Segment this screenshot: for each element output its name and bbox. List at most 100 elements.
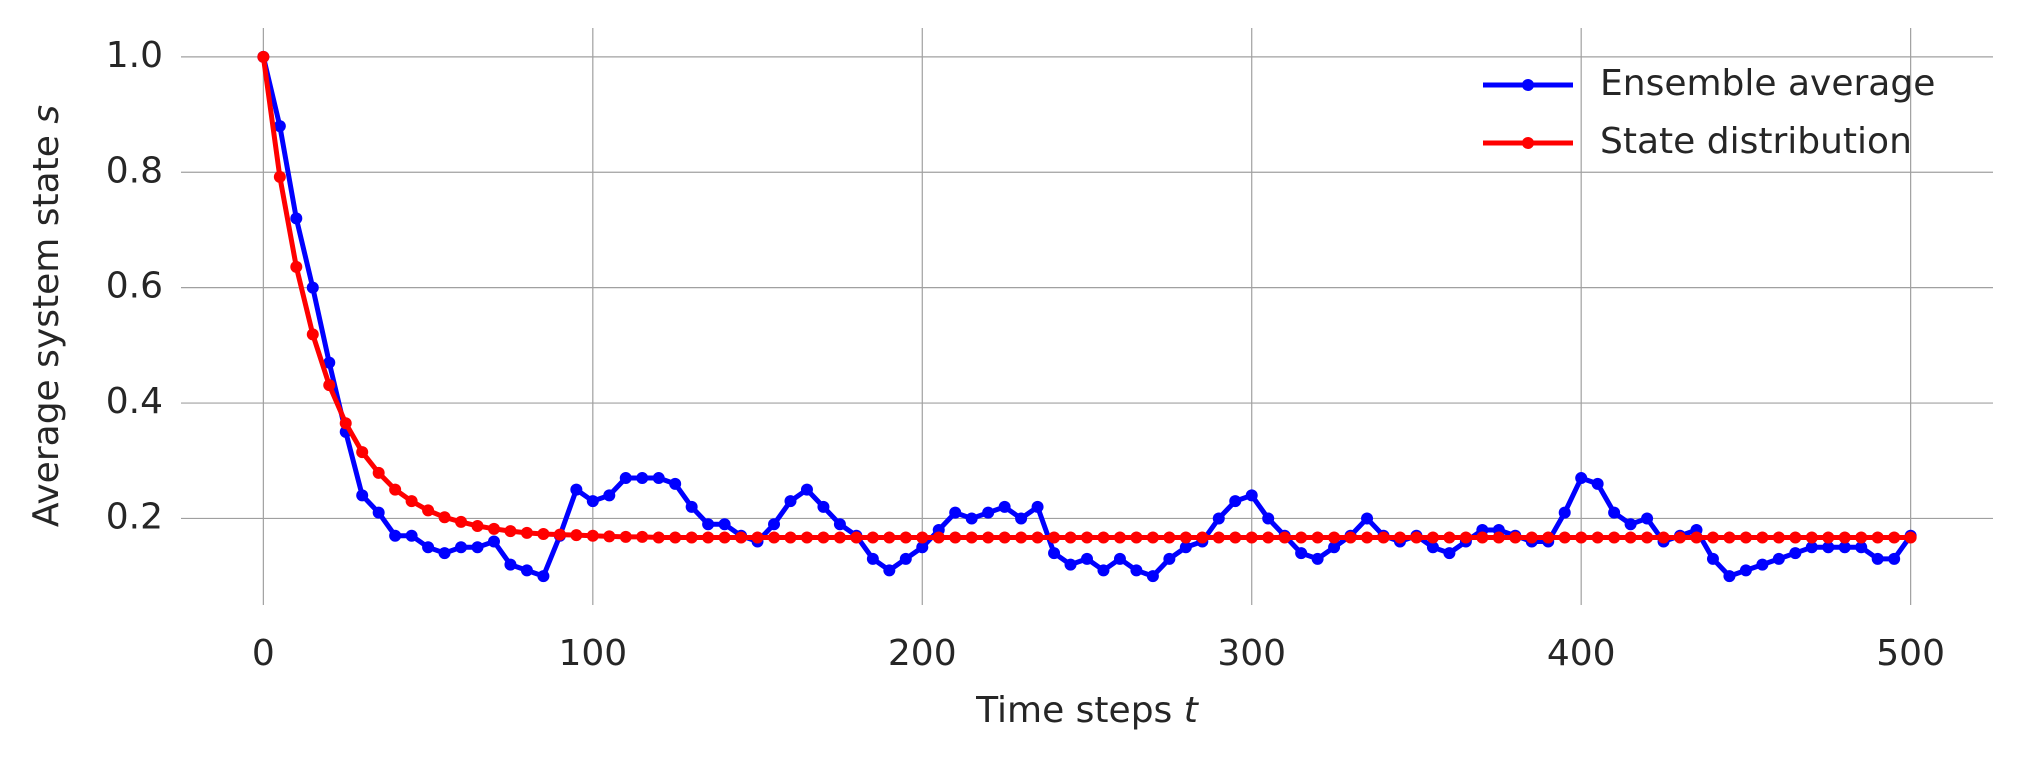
point [1723, 531, 1736, 544]
point [1855, 531, 1868, 544]
point [1328, 531, 1341, 544]
point [1130, 564, 1143, 577]
point [438, 511, 451, 524]
point [619, 472, 632, 485]
point [1624, 531, 1637, 544]
point [603, 530, 616, 543]
point [257, 50, 270, 63]
point [768, 531, 781, 544]
point [1163, 552, 1176, 565]
point [965, 512, 978, 525]
point [817, 531, 830, 544]
point [1756, 558, 1769, 571]
point [850, 531, 863, 544]
point [669, 477, 682, 490]
point [1641, 531, 1654, 544]
point [1179, 531, 1192, 544]
point [273, 170, 286, 183]
point [273, 120, 286, 133]
point [372, 466, 385, 479]
point [356, 489, 369, 502]
point [1608, 531, 1621, 544]
point [1229, 495, 1242, 508]
point [1426, 541, 1439, 554]
point [702, 531, 715, 544]
point [1838, 541, 1851, 554]
point [389, 529, 402, 542]
point [537, 528, 550, 541]
point [1328, 541, 1341, 554]
point [932, 531, 945, 544]
point [290, 212, 303, 225]
point [1031, 531, 1044, 544]
x-tick-label: 200 [888, 633, 957, 674]
point [1146, 531, 1159, 544]
point [735, 531, 748, 544]
legend-label: State distribution [1600, 121, 1912, 162]
legend-marker [1522, 79, 1534, 91]
point [603, 489, 616, 502]
point [323, 379, 336, 392]
point [784, 495, 797, 508]
point [1064, 558, 1077, 571]
point [1558, 506, 1571, 519]
point [1410, 531, 1423, 544]
point [1888, 531, 1901, 544]
point [1344, 531, 1357, 544]
point [306, 281, 319, 294]
point [1015, 531, 1028, 544]
point [1558, 531, 1571, 544]
point [1641, 512, 1654, 525]
point [636, 472, 649, 485]
point [471, 519, 484, 532]
point [290, 260, 303, 273]
point [1361, 512, 1374, 525]
point [1871, 552, 1884, 565]
point [784, 531, 797, 544]
point [1443, 531, 1456, 544]
point [1015, 512, 1028, 525]
point [1904, 531, 1917, 544]
point [520, 526, 533, 539]
point [1459, 531, 1472, 544]
point [1706, 552, 1719, 565]
y-axis-label: Average system state s [26, 105, 67, 527]
point [899, 552, 912, 565]
point [1756, 531, 1769, 544]
point [487, 522, 500, 535]
point [1476, 531, 1489, 544]
point [1822, 541, 1835, 554]
point [916, 541, 929, 554]
point [1789, 547, 1802, 560]
x-tick-label: 500 [1876, 633, 1945, 674]
point [537, 570, 550, 583]
point [1377, 531, 1390, 544]
point [1789, 531, 1802, 544]
point [1871, 531, 1884, 544]
point [1081, 531, 1093, 544]
point [685, 500, 698, 513]
point [800, 483, 813, 496]
point [652, 472, 665, 485]
point [1739, 564, 1752, 577]
point [949, 531, 962, 544]
point [1179, 541, 1192, 554]
point [1048, 531, 1061, 544]
point [1575, 472, 1588, 485]
point [1591, 531, 1604, 544]
point [1838, 531, 1851, 544]
point [553, 528, 566, 541]
point [1262, 512, 1275, 525]
point [883, 564, 896, 577]
point [1492, 531, 1505, 544]
point [1723, 570, 1736, 583]
point [1229, 531, 1242, 544]
point [685, 531, 698, 544]
point [405, 529, 418, 542]
point [1113, 552, 1126, 565]
point [768, 518, 781, 531]
point [949, 506, 962, 519]
point [1262, 531, 1275, 544]
y-label-text: Average system state [26, 135, 67, 527]
